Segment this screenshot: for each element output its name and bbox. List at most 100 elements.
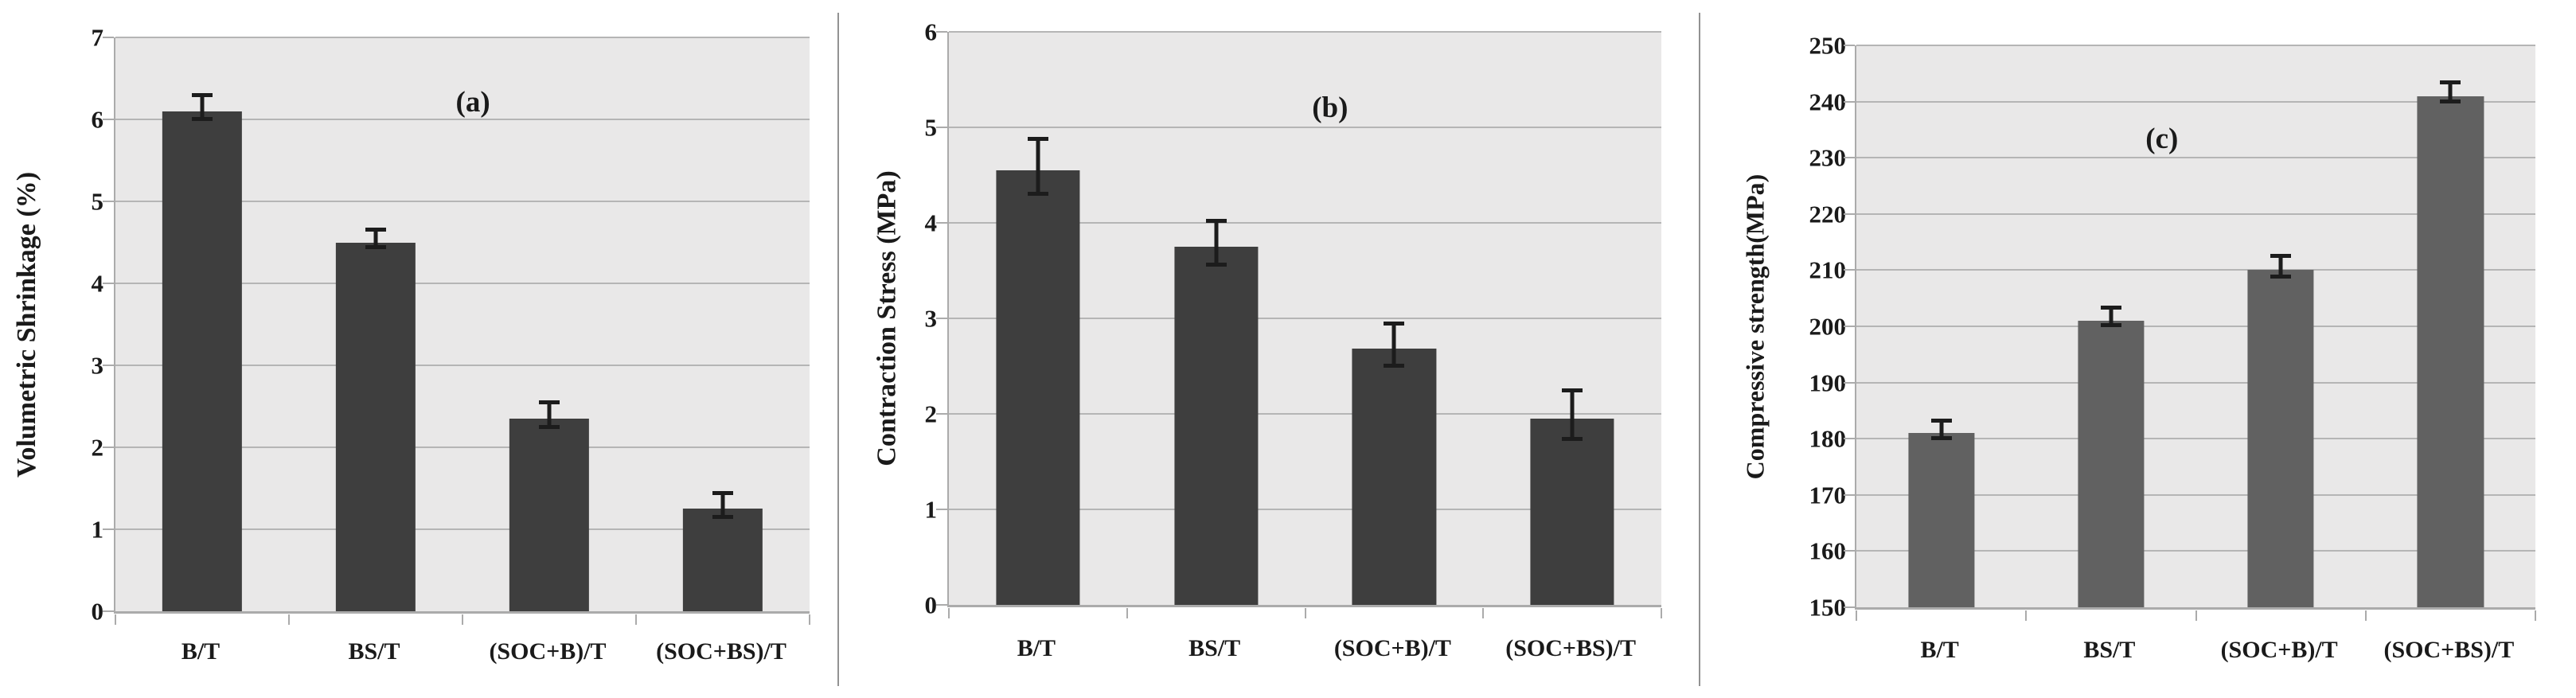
y-tick-label: 7 — [91, 23, 104, 52]
error-bar — [1562, 388, 1583, 441]
gridline — [949, 127, 1661, 128]
x-axis-label: (SOC+B)/T — [2220, 637, 2338, 663]
gridline — [949, 318, 1661, 319]
x-tick-mark — [115, 614, 116, 625]
gridline — [949, 509, 1661, 511]
gridline — [115, 283, 810, 285]
gridline — [1856, 493, 2535, 496]
gridline — [1856, 45, 2535, 46]
gridline — [1856, 381, 2535, 384]
x-axis-label: (SOC+BS)/T — [1505, 635, 1637, 661]
y-tick-mark — [1844, 606, 1855, 608]
y-tick-mark — [1844, 381, 1855, 384]
x-axis-label: BS/T — [2083, 637, 2136, 663]
x-tick-mark — [288, 614, 290, 625]
x-tick-mark — [1661, 608, 1662, 618]
y-tick-label: 160 — [1809, 536, 1847, 565]
gridline — [115, 446, 810, 449]
bar-slot — [1127, 32, 1306, 605]
y-tick-mark — [103, 37, 114, 38]
bar-slot — [2196, 45, 2366, 607]
x-axis-label: (SOC+B)/T — [1333, 635, 1451, 661]
error-bar — [1930, 418, 1952, 440]
bar-slot — [949, 32, 1127, 605]
x-axis-label: B/T — [181, 638, 221, 665]
y-tick-label: 1 — [91, 515, 104, 544]
x-axis-label: (SOC+B)/T — [489, 638, 607, 665]
bar-slot — [2026, 45, 2195, 607]
bar — [682, 509, 763, 611]
y-axis-title: Compressive strength(MPa) — [1730, 45, 1781, 607]
bar — [1530, 419, 1614, 605]
bar-slot — [289, 37, 463, 611]
x-axis-labels: B/T BS/T (SOC+B)/T (SOC+BS)/T — [947, 630, 1660, 667]
y-tick-label: 3 — [91, 351, 104, 380]
x-axis-label: B/T — [1017, 635, 1056, 661]
x-axis-label: (SOC+BS)/T — [656, 638, 786, 665]
x-tick-mark — [809, 614, 810, 625]
bar — [1908, 433, 1975, 607]
x-axis-labels: B/T BS/T (SOC+B)/T (SOC+BS)/T — [114, 634, 808, 670]
bar — [2247, 270, 2314, 607]
x-axis-label: B/T — [1920, 637, 1959, 663]
y-tick-label: 4 — [924, 209, 938, 237]
panel-divider — [1699, 13, 1700, 686]
y-tick-label: 6 — [924, 18, 938, 46]
y-tick-mark — [936, 31, 947, 33]
y-tick-mark — [1844, 157, 1855, 159]
y-tick-label: 1 — [924, 495, 938, 524]
y-tick-mark — [103, 283, 114, 285]
error-bar — [539, 400, 560, 430]
x-tick-mark — [1856, 610, 1857, 621]
y-tick-mark — [936, 509, 947, 511]
y-tick-mark — [1844, 438, 1855, 440]
y-tick-label: 0 — [91, 597, 104, 626]
y-tick-mark — [936, 318, 947, 319]
bar-slot — [1483, 32, 1661, 605]
plot-area: (b) — [936, 31, 1662, 618]
y-tick-label: 2 — [924, 400, 938, 428]
y-tick-mark — [1844, 100, 1855, 103]
y-tick-label: 5 — [924, 113, 938, 142]
y-tick-mark — [936, 604, 947, 606]
y-tick-mark — [1844, 326, 1855, 327]
x-tick-mark — [2025, 610, 2028, 621]
y-tick-mark — [936, 127, 947, 128]
y-tick-label: 230 — [1809, 143, 1847, 172]
y-tick-mark — [1844, 269, 1855, 271]
gridline — [949, 413, 1661, 415]
gridline — [1856, 213, 2535, 215]
y-axis-ticks: 150 160 170 180 190 200 210 220 230 240 250 — [1774, 33, 1847, 620]
x-axis-label: (SOC+BS)/T — [2383, 637, 2515, 663]
error-bar — [192, 93, 213, 122]
plot-area: (c) — [1844, 45, 2536, 621]
y-tick-label: 5 — [91, 187, 104, 216]
y-axis-ticks: 0 1 2 3 4 5 6 7 — [32, 25, 104, 624]
gridline — [949, 222, 1661, 224]
y-tick-label: 200 — [1809, 312, 1847, 341]
gridline — [115, 201, 810, 202]
x-tick-mark — [462, 614, 463, 625]
bar-slot — [1856, 45, 2026, 607]
y-tick-label: 4 — [91, 269, 104, 298]
error-bar — [1205, 218, 1227, 267]
gridline — [1856, 550, 2535, 552]
gridline — [115, 37, 810, 38]
y-tick-label: 3 — [924, 304, 938, 333]
panel-label: (c) — [2145, 123, 2179, 155]
chart-panel-c: Compressive strength(MPa) 150 160 170 180 19… — [1701, 0, 2576, 698]
x-tick-mark — [2195, 610, 2197, 621]
y-tick-label: 250 — [1809, 31, 1847, 60]
x-tick-mark — [635, 614, 637, 625]
y-tick-label: 150 — [1809, 593, 1847, 622]
error-bar — [2270, 253, 2292, 279]
plot-area: (a) — [103, 37, 810, 625]
x-axis-labels: B/T BS/T (SOC+B)/T (SOC+BS)/T — [1855, 632, 2534, 669]
gridline — [1856, 326, 2535, 327]
bar — [1352, 349, 1436, 605]
bar — [162, 111, 243, 611]
y-tick-mark — [1844, 493, 1855, 496]
y-tick-mark — [103, 610, 114, 612]
